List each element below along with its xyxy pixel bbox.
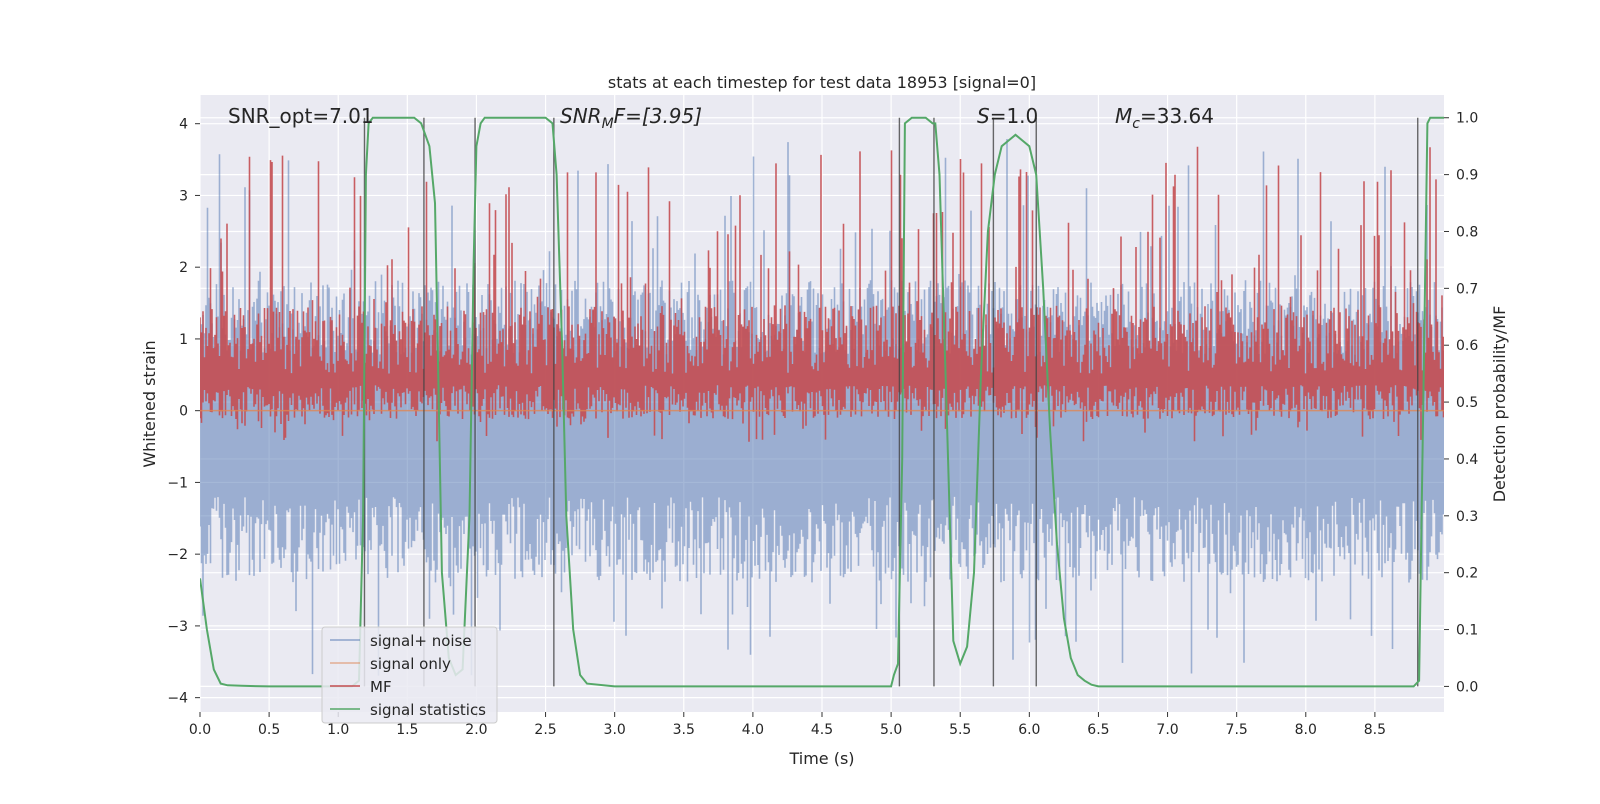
y-tick-label: 0	[179, 404, 188, 420]
x-tick-label: 0.5	[258, 722, 280, 738]
y-axis-right-label: Detection probability/MF	[1490, 306, 1509, 503]
x-tick-label: 8.0	[1295, 722, 1317, 738]
mf-series	[200, 146, 1444, 442]
y-tick-label: −1	[167, 475, 188, 491]
y-right-tick-label: 1.0	[1456, 111, 1478, 127]
x-tick-label: 8.5	[1364, 722, 1386, 738]
y-right-tick-label: 0.1	[1456, 623, 1478, 639]
legend-label-noise: signal+ noise	[370, 632, 472, 650]
y-axis-left: 4 3 2 1 0 −1 −2 −3 −4	[167, 117, 200, 707]
y-right-tick-label: 0.9	[1456, 168, 1478, 184]
y-tick-label: 1	[179, 332, 188, 348]
y-right-tick-label: 0.4	[1456, 452, 1478, 468]
legend-label-mf: MF	[370, 678, 392, 696]
y-right-tick-label: 0.6	[1456, 338, 1478, 354]
y-tick-label: 3	[179, 188, 188, 204]
mc-annotation: Mc=33.64	[1115, 104, 1214, 132]
legend-box	[321, 626, 498, 724]
y-right-tick-label: 0.0	[1456, 679, 1478, 695]
x-tick-label: 7.0	[1156, 722, 1178, 738]
x-tick-label: 6.5	[1087, 722, 1109, 738]
y-axis-label: Whitened strain	[140, 340, 159, 467]
x-tick-label: 2.5	[534, 722, 556, 738]
x-tick-label: 2.0	[465, 722, 487, 738]
x-tick-label: 1.5	[396, 722, 418, 738]
x-tick-label: 0.0	[189, 722, 211, 738]
legend-label-statistics: signal statistics	[370, 701, 486, 719]
chart-title: stats at each timestep for test data 189…	[608, 73, 1036, 92]
y-right-tick-label: 0.5	[1456, 395, 1478, 411]
legend-label-signal-only: signal only	[370, 655, 451, 673]
y-axis-right: 1.0 0.9 0.8 0.7 0.6 0.5 0.4 0.3 0.2 0.1 0.0	[1444, 111, 1478, 695]
signal-statistics-series	[200, 116, 1444, 688]
y-tick-label: 2	[179, 260, 188, 276]
y-right-tick-label: 0.2	[1456, 566, 1478, 582]
legend: signal+ noise signal only MF signal stat…	[321, 626, 498, 724]
x-tick-label: 1.0	[327, 722, 349, 738]
x-tick-label: 4.5	[811, 722, 833, 738]
x-tick-label: 5.0	[880, 722, 902, 738]
y-tick-label: −2	[167, 547, 188, 563]
x-tick-label: 3.5	[673, 722, 695, 738]
s-annotation: S=1.0	[977, 104, 1038, 128]
y-right-tick-label: 0.7	[1456, 281, 1478, 297]
x-tick-label: 7.5	[1226, 722, 1248, 738]
mf-band	[200, 146, 1444, 442]
snr-opt-annotation: SNR_opt=7.01	[228, 104, 374, 128]
x-axis: 0.0 0.5 1.0 1.5 2.0 2.5 3.0 3.5 4.0 4.5 5.0 5.5 6.0 6…	[189, 712, 1386, 738]
x-tick-label: 4.0	[742, 722, 764, 738]
signal-noise-series	[200, 139, 1444, 676]
x-tick-label: 3.0	[604, 722, 626, 738]
x-axis-label: Time (s)	[788, 749, 854, 768]
y-right-tick-label: 0.3	[1456, 509, 1478, 525]
plot-area	[200, 116, 1444, 688]
y-right-tick-label: 0.8	[1456, 224, 1478, 240]
noise-band	[200, 139, 1444, 676]
x-tick-label: 5.5	[949, 722, 971, 738]
x-tick-label: 6.0	[1018, 722, 1040, 738]
y-tick-label: −3	[167, 619, 188, 635]
snr-mf-annotation: SNRMF=[3.95]	[560, 104, 702, 132]
y-tick-label: −4	[167, 691, 188, 707]
y-tick-label: 4	[179, 117, 188, 133]
